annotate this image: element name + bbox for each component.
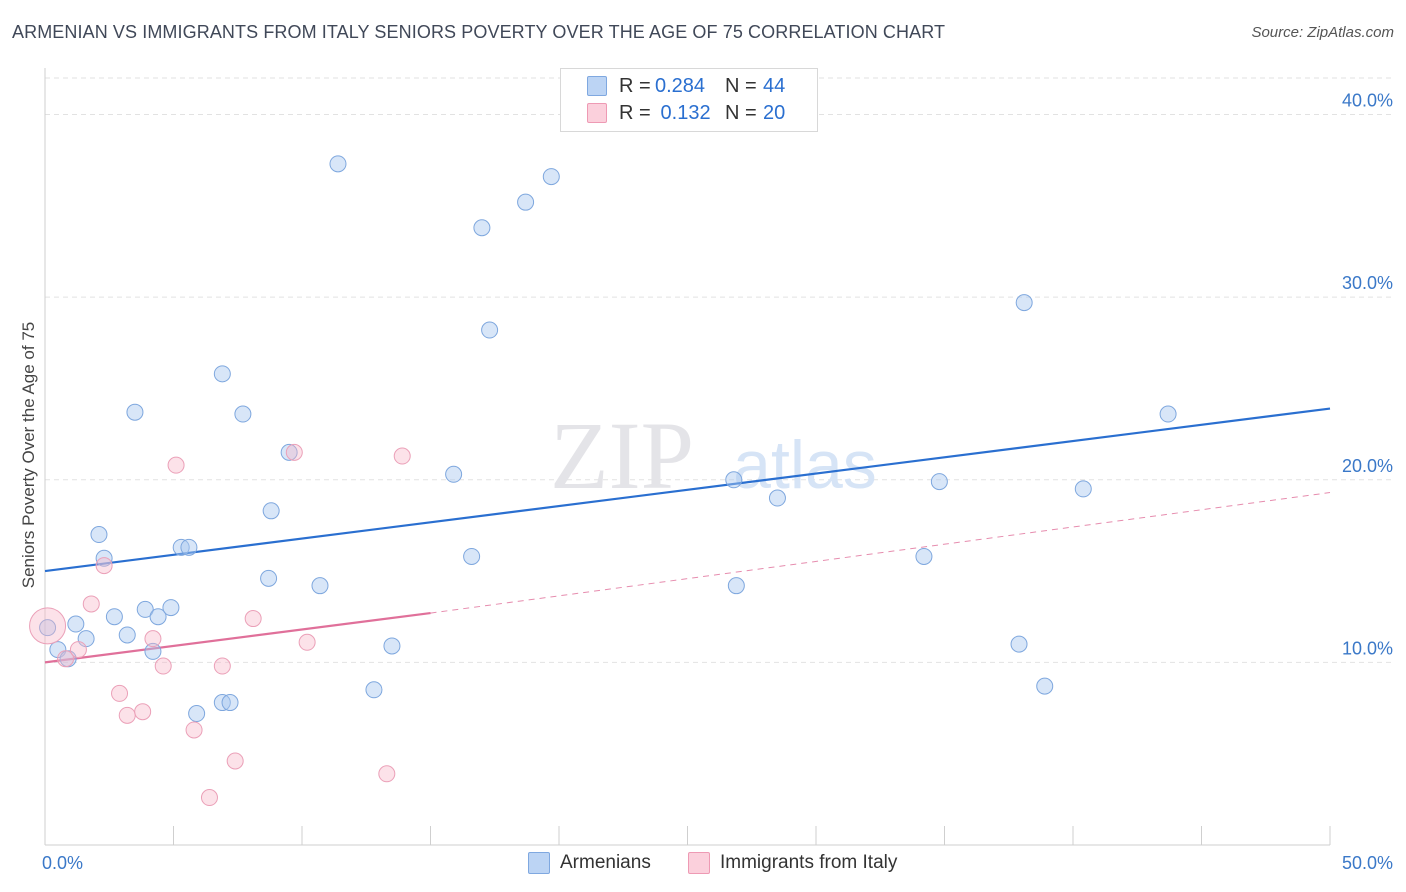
armenians-point: [262, 502, 280, 520]
armenians-point: [67, 615, 85, 633]
italy-point: [393, 447, 411, 465]
italy-point: [95, 557, 113, 575]
armenians-point: [1015, 294, 1033, 312]
y-tick-label: 30.0%: [1342, 273, 1393, 293]
legend-n-label: N =: [725, 101, 757, 124]
legend-label-armenians: Armenians: [560, 852, 651, 873]
armenians-point: [542, 168, 560, 186]
armenians-point: [768, 489, 786, 507]
source-label: Source: ZipAtlas.com: [1251, 24, 1394, 41]
y-tick-label: 20.0%: [1342, 456, 1393, 476]
italy-point: [226, 752, 244, 770]
legend-swatch-italy: [587, 103, 607, 123]
legend-r-label: R =: [619, 74, 651, 97]
armenians-point: [260, 569, 278, 587]
series-legend: Armenians Immigrants from Italy: [0, 852, 1406, 878]
legend-item-italy[interactable]: Immigrants from Italy: [688, 852, 897, 874]
armenians-point: [473, 219, 491, 237]
armenians-point: [149, 608, 167, 626]
italy-point: [285, 443, 303, 461]
armenians-point: [727, 577, 745, 595]
armenians-point: [95, 549, 113, 567]
legend-row-armenians: R = 0.284 N = 44: [587, 74, 785, 98]
legend-r-value: 0.132: [655, 101, 711, 124]
italy-point: [29, 607, 67, 645]
legend-n-label: N =: [725, 74, 757, 97]
italy-point: [298, 633, 316, 651]
italy-point: [244, 610, 262, 628]
armenians-point: [517, 193, 535, 211]
armenians-point: [144, 642, 162, 660]
armenians-point: [915, 547, 933, 565]
italy-trend-extension: [430, 492, 1331, 614]
italy-point: [378, 765, 396, 783]
legend-swatch-armenians: [528, 852, 550, 874]
watermark-atlas: atlas: [733, 427, 877, 503]
y-tick-label: 40.0%: [1342, 91, 1393, 111]
italy-point: [111, 684, 129, 702]
armenians-point: [180, 538, 198, 556]
armenians-point: [39, 619, 57, 637]
armenians-point: [725, 471, 743, 489]
armenians-point: [213, 365, 231, 383]
legend-item-armenians[interactable]: Armenians: [528, 852, 651, 874]
legend-swatch-italy: [688, 852, 710, 874]
armenians-point: [136, 600, 154, 618]
armenians-point: [329, 155, 347, 173]
armenians-point: [126, 403, 144, 421]
x-tick-label: 0.0%: [42, 853, 83, 873]
legend-n-value: 20: [763, 101, 786, 124]
italy-point: [200, 789, 218, 807]
armenians-point: [90, 526, 108, 544]
legend-r-value: 0.284: [655, 74, 706, 97]
armenians-point: [365, 681, 383, 699]
armenians-point: [221, 694, 239, 712]
armenians-point: [311, 577, 329, 595]
armenians-point: [1010, 635, 1028, 653]
armenians-point: [188, 705, 206, 723]
italy-point: [144, 630, 162, 648]
armenians-point: [445, 465, 463, 483]
italy-point: [118, 706, 136, 724]
legend-row-italy: R = 0.132 N = 20: [587, 101, 785, 125]
armenians-point: [280, 443, 298, 461]
chart-title: ARMENIAN VS IMMIGRANTS FROM ITALY SENIOR…: [12, 22, 946, 42]
armenians-point: [1159, 405, 1177, 423]
italy-point: [57, 650, 75, 668]
armenians-point: [463, 547, 481, 565]
armenians-point: [118, 626, 136, 644]
armenians-point: [1074, 480, 1092, 498]
correlation-legend: R = 0.284 N = 44 R = 0.132 N = 20: [560, 68, 818, 132]
armenians-trend-line: [44, 407, 1331, 573]
italy-point: [213, 657, 231, 675]
watermark-zip: ZIP: [550, 402, 694, 509]
legend-swatch-armenians: [587, 76, 607, 96]
italy-point: [167, 456, 185, 474]
armenians-point: [234, 405, 252, 423]
italy-point: [82, 595, 100, 613]
armenians-point: [930, 473, 948, 491]
italy-trend-line: [44, 611, 431, 664]
armenians-point: [105, 608, 123, 626]
italy-point: [69, 641, 87, 659]
legend-r-label: R =: [619, 101, 651, 124]
x-tick-label: 50.0%: [1342, 853, 1393, 873]
armenians-point: [383, 637, 401, 655]
legend-n-value: 44: [763, 74, 786, 97]
italy-point: [134, 703, 152, 721]
y-axis-label: Seniors Poverty Over the Age of 75: [19, 322, 38, 588]
armenians-point: [481, 321, 499, 339]
legend-label-italy: Immigrants from Italy: [720, 852, 898, 873]
armenians-point: [1036, 677, 1054, 695]
y-tick-label: 10.0%: [1342, 638, 1393, 658]
italy-point: [154, 657, 172, 675]
italy-point: [185, 721, 203, 739]
armenians-point: [162, 599, 180, 617]
